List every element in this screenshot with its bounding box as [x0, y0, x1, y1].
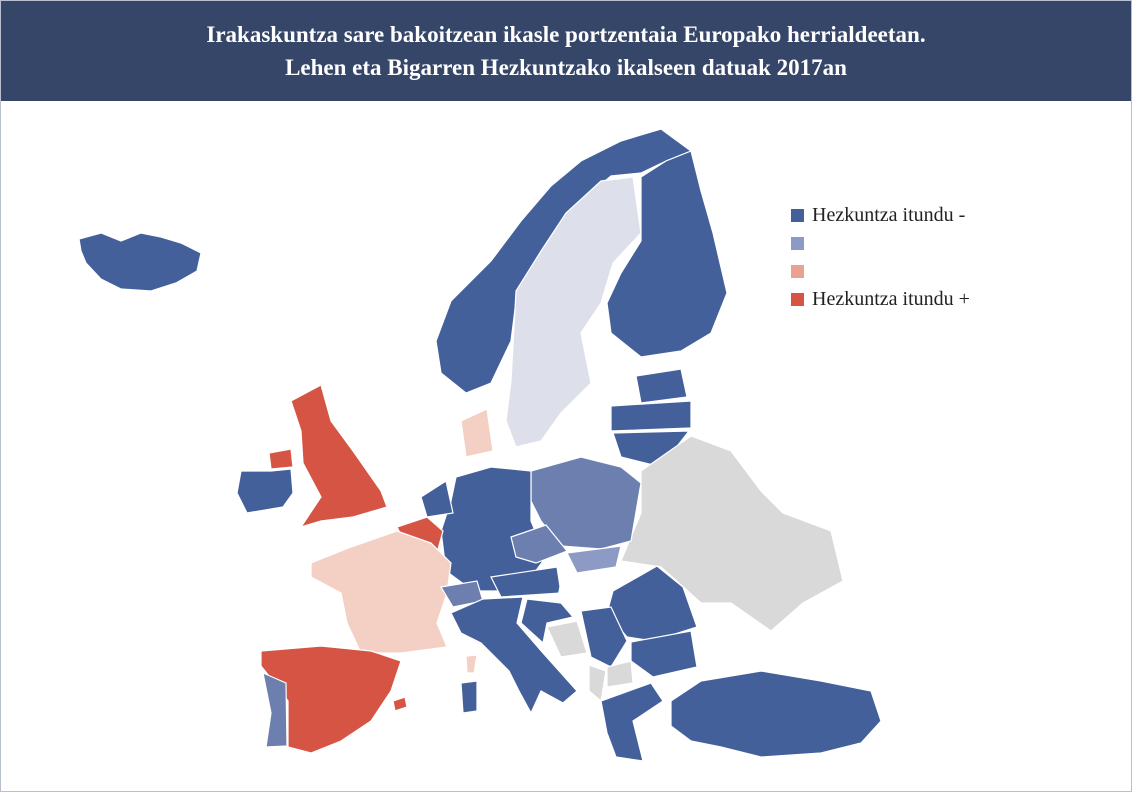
legend-item: Hezkuntza itundu - — [791, 201, 970, 229]
czechia — [510, 524, 568, 564]
sweden — [505, 176, 642, 448]
title-line: Irakaskuntza sare bakoitzean ikasle port… — [206, 22, 926, 47]
legend-swatch — [791, 292, 804, 306]
belarus-ukraine — [620, 435, 844, 632]
italy — [450, 596, 578, 715]
countries — [78, 128, 882, 762]
slovakia — [566, 545, 622, 574]
sardinia — [460, 680, 478, 714]
iceland — [78, 232, 202, 292]
title-line: Lehen eta Bigarren Hezkuntzako ikalseen … — [285, 55, 847, 80]
legend-swatch — [791, 208, 804, 222]
header: Irakaskuntza sare bakoitzean ikasle port… — [1, 1, 1131, 101]
denmark — [460, 408, 494, 458]
finland — [606, 150, 728, 358]
legend-label: Hezkuntza itundu + — [812, 287, 970, 310]
netherlands — [420, 480, 454, 518]
poland — [530, 456, 642, 550]
portugal — [262, 671, 288, 748]
estonia — [635, 368, 688, 404]
map — [78, 128, 882, 762]
latvia — [610, 400, 692, 432]
ireland — [236, 468, 294, 514]
corsica — [465, 654, 478, 674]
legend: Hezkuntza itundu - Hezkuntza itundu + — [791, 201, 970, 313]
bosnia — [546, 620, 588, 658]
bulgaria — [630, 630, 698, 678]
north-macedonia — [606, 660, 634, 688]
legend-item: Hezkuntza itundu + — [791, 285, 970, 313]
legend-item — [791, 229, 970, 257]
greece — [600, 682, 664, 762]
serbia — [580, 606, 628, 668]
legend-item — [791, 257, 970, 285]
turkey — [670, 670, 882, 758]
albania — [588, 664, 607, 703]
legend-swatch — [791, 264, 804, 278]
northern-ireland — [268, 448, 294, 470]
norway — [435, 128, 693, 394]
legend-swatch — [791, 236, 804, 250]
croatia — [520, 598, 575, 645]
balearic — [392, 696, 408, 712]
united-kingdom — [290, 384, 388, 529]
france — [310, 530, 452, 654]
legend-label: Hezkuntza itundu - — [812, 203, 966, 226]
